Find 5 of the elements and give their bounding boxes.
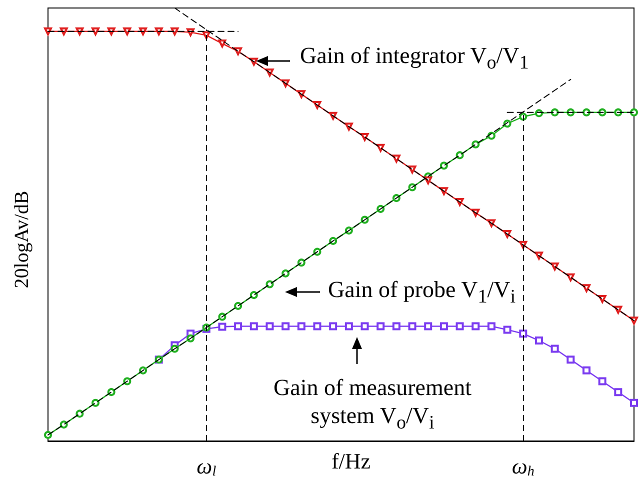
annotation: Gain of measurement system V$_{o}$/V$_{i}$ — [272, 374, 472, 436]
annotation: Gain of probe V$_{1}$/V$_{i}$ — [328, 276, 517, 310]
x-axis-title: f/Hz — [331, 448, 371, 474]
annotation: Gain of integrator V$_{o}$/V$_{1}$ — [300, 42, 530, 76]
y-axis-title: 20logAv/dB — [11, 190, 33, 288]
